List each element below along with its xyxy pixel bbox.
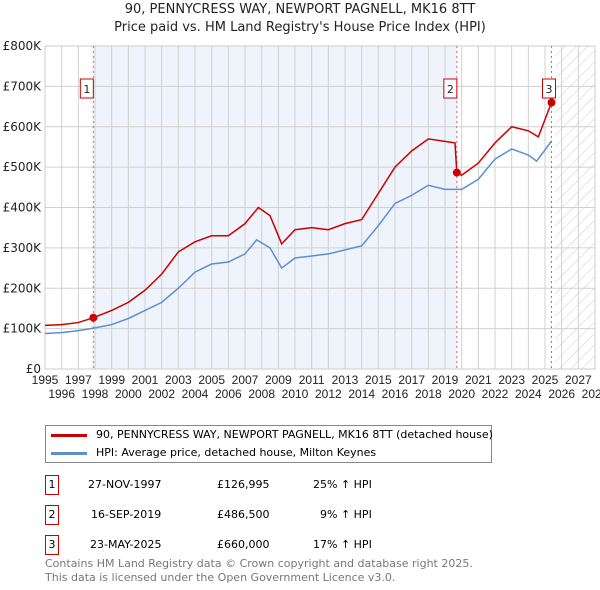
x-tick-label: 2017 (398, 373, 425, 387)
sale-marker-label: 2 (447, 83, 454, 96)
y-tick-label: £700K (3, 79, 43, 93)
sale-hpi: 17% ↑ HPI (313, 538, 372, 551)
x-tick-label: 2019 (432, 373, 459, 387)
legend-swatch-property (51, 434, 87, 437)
sale-marker-box (542, 78, 556, 99)
y-tick-label: £200K (3, 281, 43, 295)
price-line (44, 102, 553, 327)
y-tick-label: £400K (3, 201, 43, 215)
x-tick-label: 1996 (48, 387, 75, 401)
x-tick-label: 1997 (65, 373, 92, 387)
chart-title: 90, PENNYCRESS WAY, NEWPORT PAGNELL, MK1… (124, 2, 476, 17)
legend-label-property: 90, PENNYCRESS WAY, NEWPORT PAGNELL, MK1… (96, 428, 493, 441)
x-tick-label: 2018 (415, 387, 442, 401)
footer-line: Contains HM Land Registry data © Crown c… (45, 557, 473, 570)
sale-price: £660,000 (217, 538, 270, 551)
sale-date: 23-MAY-2025 (90, 538, 162, 551)
x-tick-label: 1998 (82, 387, 109, 401)
sale-row: 1 27-NOV-1997 £126,995 25% ↑ HPI (45, 475, 445, 495)
x-tick-label: 2016 (382, 387, 409, 401)
sale-marker-box (443, 78, 458, 99)
x-tick-label: 2000 (115, 387, 142, 401)
x-tick-label: 2009 (265, 373, 292, 387)
y-tick-label: £800K (3, 39, 43, 53)
x-tick-label: 2001 (132, 373, 159, 387)
y-tick-label: £300K (3, 241, 43, 255)
x-tick-label: 2013 (332, 373, 359, 387)
x-tick-label: 2020 (448, 387, 475, 401)
x-tick-label: 2023 (498, 373, 525, 387)
x-tick-label: 2011 (299, 373, 325, 387)
sale-marker-label: 3 (546, 83, 553, 96)
footer-line: This data is licensed under the Open Gov… (45, 571, 396, 584)
x-tick-label: 2007 (232, 373, 259, 387)
sale-marker-label: 1 (83, 83, 90, 96)
y-tick-label: £0 (26, 362, 41, 376)
x-tick-label: 1999 (98, 373, 125, 387)
legend-swatch-hpi (51, 452, 87, 455)
sale-row: 2 16-SEP-2019 £486,500 9% ↑ HPI (45, 505, 445, 525)
sale-point (89, 313, 98, 322)
sale-date: 27-NOV-1997 (88, 478, 162, 491)
x-tick-label: 2005 (198, 373, 225, 387)
x-tick-label: 2025 (532, 373, 559, 387)
sale-marker-label: 3 (45, 535, 59, 555)
x-tick-label: 2006 (215, 387, 242, 401)
footer: Contains HM Land Registry data © Crown c… (45, 557, 473, 585)
x-tick-label: 2003 (165, 373, 192, 387)
x-tick-label: 2004 (182, 387, 209, 401)
x-tick-label: 2024 (515, 387, 542, 401)
plot-area: 1995199619971998199920002001200220032004… (3, 39, 600, 401)
x-tick-label: 2014 (348, 387, 375, 401)
chart-subtitle: Price paid vs. HM Land Registry's House … (114, 20, 486, 35)
sale-price: £486,500 (217, 508, 270, 521)
x-tick-label: 2022 (482, 387, 509, 401)
sale-marker-label: 2 (45, 505, 59, 525)
sale-point (452, 168, 461, 177)
x-tick-label: 2026 (548, 387, 575, 401)
x-tick-label: 2002 (148, 387, 175, 401)
plot-border (44, 45, 596, 370)
sale-date: 16-SEP-2019 (91, 508, 162, 521)
x-tick-label: 2012 (315, 387, 342, 401)
x-tick-label: 1995 (32, 373, 59, 387)
legend-label-hpi: HPI: Average price, detached house, Milt… (96, 446, 377, 459)
x-tick-label: 2008 (248, 387, 275, 401)
x-tick-label: 2010 (282, 387, 309, 401)
sale-price: £126,995 (217, 478, 270, 491)
sale-point (547, 98, 556, 107)
x-tick-label: 2027 (565, 373, 592, 387)
y-tick-label: £100K (3, 322, 43, 336)
sale-marker-label: 1 (45, 475, 59, 495)
x-tick-label: 2015 (365, 373, 392, 387)
y-tick-label: £600K (3, 120, 43, 134)
legend: 90, PENNYCRESS WAY, NEWPORT PAGNELL, MK1… (45, 425, 493, 463)
sale-marker-box (79, 78, 94, 99)
x-tick-label: 2028 (582, 387, 600, 401)
x-tick-label: 2021 (465, 373, 492, 387)
sale-hpi: 9% ↑ HPI (320, 508, 372, 521)
hpi-line (44, 140, 553, 335)
sale-row: 3 23-MAY-2025 £660,000 17% ↑ HPI (45, 535, 445, 555)
sale-hpi: 25% ↑ HPI (313, 478, 372, 491)
y-tick-label: £500K (3, 160, 43, 174)
